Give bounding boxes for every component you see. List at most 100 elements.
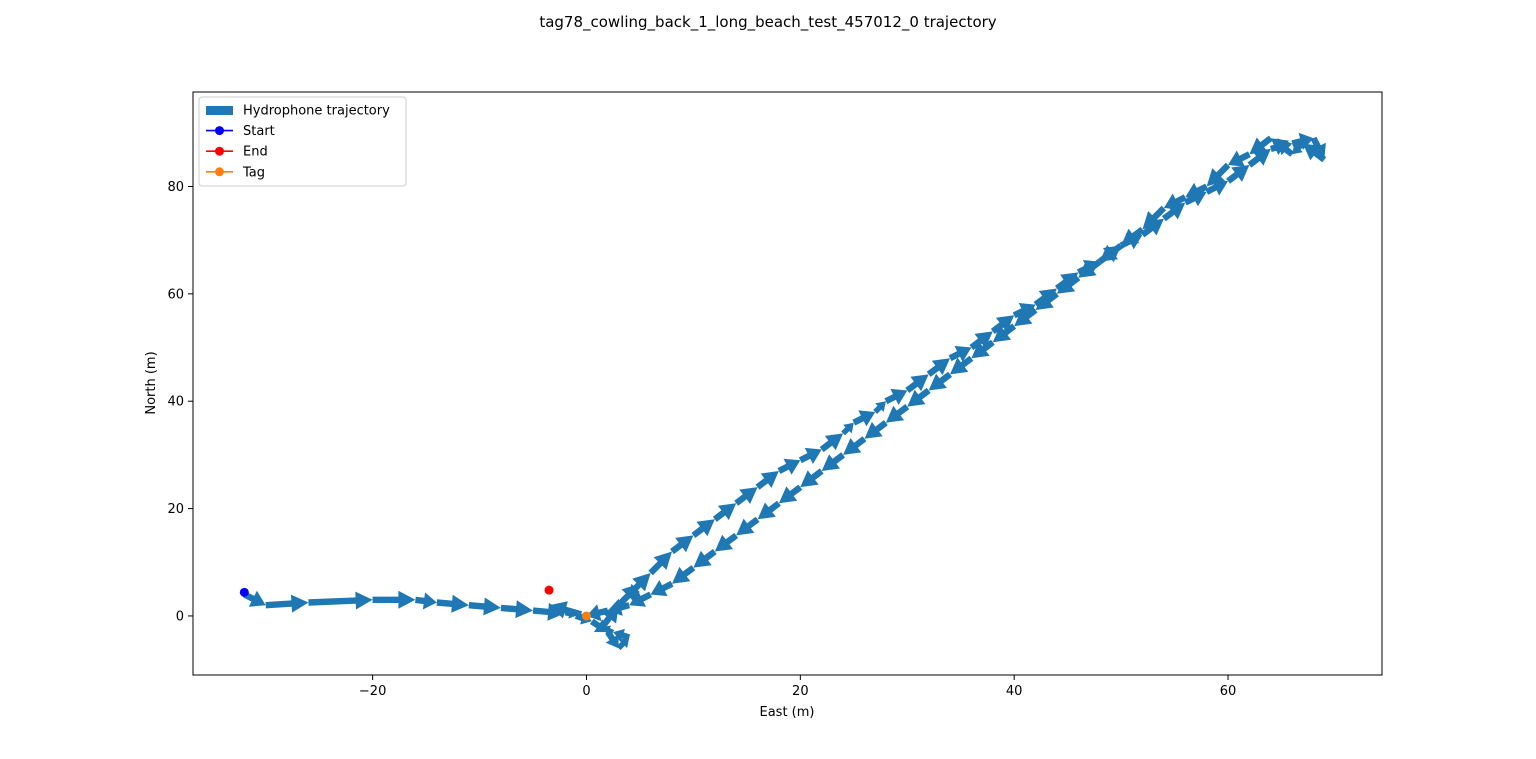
trajectory-arrow bbox=[1185, 182, 1209, 199]
trajectory-arrow bbox=[693, 549, 717, 568]
trajectory-arrow bbox=[532, 602, 566, 621]
trajectory-arrow bbox=[777, 458, 801, 475]
y-tick-label: 80 bbox=[167, 180, 184, 195]
x-axis-ticks: −20 0 20 40 60 bbox=[359, 675, 1236, 699]
trajectory-arrow bbox=[884, 388, 908, 405]
trajectory-arrow bbox=[798, 447, 822, 464]
trajectory-arrow bbox=[1183, 190, 1207, 207]
trajectory-arrow bbox=[873, 401, 886, 414]
trajectory-arrow bbox=[265, 594, 309, 613]
axes-frame bbox=[192, 91, 1383, 676]
trajectory-arrow bbox=[1270, 138, 1295, 157]
trajectory-arrow bbox=[885, 404, 910, 423]
trajectory-arrow bbox=[468, 597, 501, 616]
trajectory-arrow bbox=[734, 487, 758, 506]
trajectory-arrow bbox=[308, 591, 373, 610]
trajectory-arrow bbox=[607, 598, 630, 616]
y-axis-ticks: 0 20 40 60 80 bbox=[167, 180, 193, 624]
y-tick-label: 0 bbox=[176, 609, 184, 624]
trajectory-arrow bbox=[852, 410, 876, 427]
trajectory-arrow bbox=[714, 532, 739, 552]
trajectory-arrow bbox=[629, 590, 653, 607]
trajectory-arrow bbox=[1226, 165, 1250, 184]
trajectory-arrow bbox=[843, 436, 867, 455]
trajectory-arrow bbox=[907, 387, 931, 407]
trajectory-arrow bbox=[1249, 135, 1273, 155]
trajectory-arrow bbox=[1292, 141, 1305, 155]
x-axis-label: East (m) bbox=[760, 705, 815, 720]
trajectory-arrow bbox=[1205, 179, 1228, 196]
legend-box bbox=[198, 96, 407, 187]
trajectory-arrow bbox=[712, 503, 737, 522]
trajectory-arrow bbox=[1012, 303, 1036, 320]
trajectory-arrow bbox=[1056, 275, 1081, 294]
trajectory-arrow bbox=[778, 484, 803, 504]
trajectory-arrow bbox=[648, 551, 672, 576]
trajectory-arrow bbox=[650, 580, 674, 597]
plot-area bbox=[192, 91, 1383, 676]
trajectory-arrow bbox=[500, 600, 533, 619]
trajectory-arrow bbox=[372, 590, 416, 609]
trajectory-arrow bbox=[969, 331, 993, 351]
trajectory-arrow bbox=[1142, 205, 1167, 230]
trajectory-arrow bbox=[1228, 150, 1251, 167]
trajectory-arrow bbox=[1247, 148, 1271, 168]
legend: Hydrophone trajectory Start End Tag bbox=[198, 96, 407, 187]
x-tick-label: 40 bbox=[1006, 684, 1023, 699]
trajectory-arrow bbox=[1302, 143, 1327, 163]
legend-label: End bbox=[243, 145, 268, 160]
trajectory-arrow bbox=[841, 422, 854, 436]
trajectory-arrow bbox=[821, 452, 845, 471]
legend-label: Tag bbox=[242, 165, 265, 180]
trajectory-arrow bbox=[819, 433, 844, 453]
legend-marker-tag bbox=[215, 167, 224, 177]
point-markers bbox=[239, 585, 591, 621]
trajectory-arrow bbox=[757, 500, 781, 520]
y-axis-label: North (m) bbox=[144, 351, 159, 414]
trajectory-arrow bbox=[928, 371, 952, 391]
legend-marker-start bbox=[215, 126, 224, 136]
x-tick-label: 0 bbox=[582, 684, 590, 699]
trajectory-arrow bbox=[800, 468, 824, 488]
trajectory-arrow bbox=[616, 637, 630, 651]
trajectory-arrow bbox=[948, 345, 972, 362]
y-tick-label: 60 bbox=[167, 287, 184, 302]
trajectory-arrow bbox=[905, 374, 929, 393]
trajectory-arrow bbox=[605, 630, 619, 649]
trajectory-arrow bbox=[613, 628, 631, 642]
trajectory-arrow bbox=[736, 516, 760, 536]
chart-title: tag78_cowling_back_1_long_beach_test_457… bbox=[539, 13, 996, 32]
x-tick-label: 60 bbox=[1220, 684, 1237, 699]
trajectory-arrow bbox=[992, 323, 1017, 343]
trajectory-arrow bbox=[1035, 291, 1059, 310]
trajectory-arrow bbox=[864, 420, 888, 439]
legend-label: Start bbox=[243, 124, 275, 139]
end-marker bbox=[544, 585, 554, 595]
trajectory-arrow bbox=[1078, 259, 1102, 278]
trajectory-arrow bbox=[926, 358, 950, 377]
trajectory-arrow bbox=[415, 592, 437, 610]
trajectory-arrow bbox=[670, 535, 694, 555]
y-tick-label: 20 bbox=[167, 502, 184, 517]
legend-marker-end bbox=[215, 146, 224, 156]
start-marker bbox=[239, 587, 249, 597]
trajectory-arrow bbox=[1291, 132, 1314, 150]
trajectory-arrow bbox=[627, 573, 651, 597]
trajectory-arrow bbox=[755, 471, 779, 490]
trajectory-arrow bbox=[691, 519, 715, 538]
x-tick-label: −20 bbox=[359, 684, 386, 699]
trajectory-arrow bbox=[1099, 243, 1123, 262]
trajectory-arrow bbox=[971, 339, 995, 359]
trajectory-arrow bbox=[436, 594, 469, 613]
legend-label: Hydrophone trajectory bbox=[243, 104, 390, 119]
trajectory-arrow bbox=[549, 601, 582, 619]
legend-swatch-trajectory bbox=[206, 106, 233, 115]
trajectory-arrow bbox=[1206, 162, 1231, 187]
trajectory-arrow bbox=[242, 590, 266, 607]
trajectory-arrow bbox=[1163, 193, 1187, 210]
trajectory-arrow bbox=[672, 565, 696, 584]
hydrophone-trajectory bbox=[242, 132, 1327, 651]
tag-marker bbox=[581, 611, 591, 621]
x-tick-label: 20 bbox=[792, 684, 809, 699]
